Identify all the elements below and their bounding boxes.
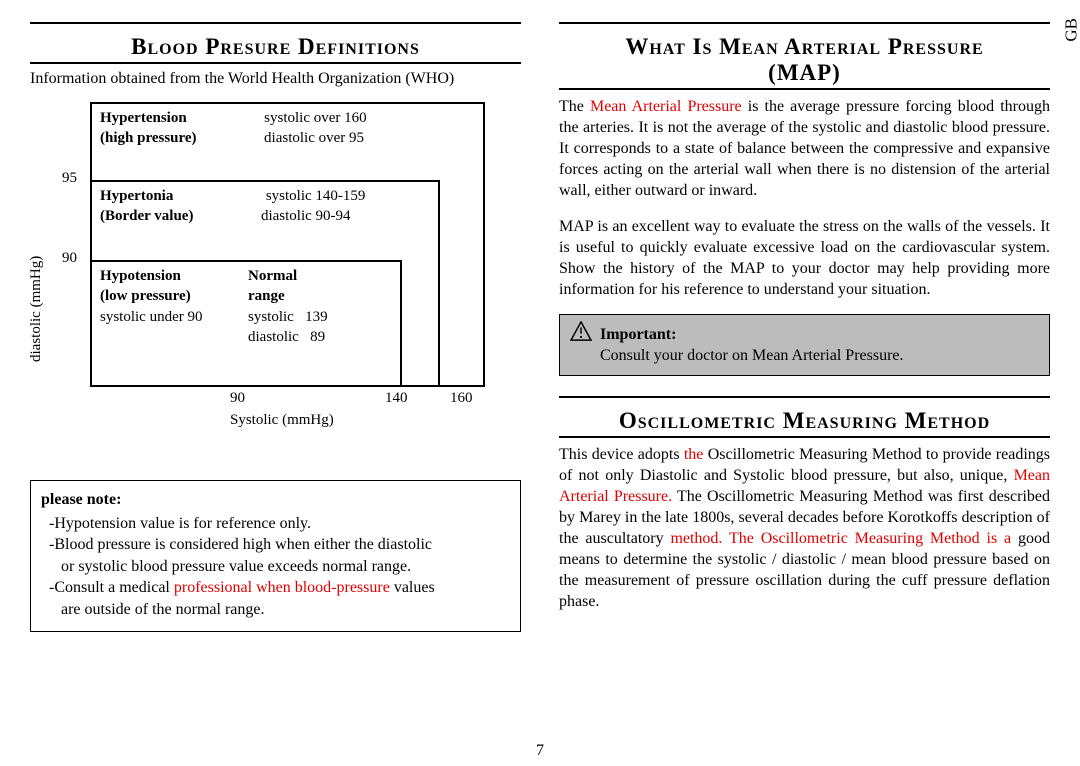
- hyper-v2: diastolic over 95: [264, 130, 364, 146]
- map-para-2: MAP is an excellent way to evaluate the …: [559, 216, 1050, 300]
- hyper-v1: systolic over 160: [264, 110, 367, 126]
- p1a: The: [559, 98, 590, 115]
- two-column-layout: Blood Presure Definitions Information ob…: [30, 20, 1050, 756]
- box-normal: Normal range systolic 139 diastolic 89: [238, 260, 402, 387]
- note-item-3c: are outside of the normal range.: [41, 599, 510, 621]
- important-box: Important: Consult your doctor on Mean A…: [559, 314, 1050, 376]
- border-title2: (Border value): [100, 208, 193, 224]
- chart-area: Hypertension systolic over 160 (high pre…: [90, 102, 485, 387]
- note-item-2b: or systolic blood pressure value exceeds…: [41, 556, 510, 578]
- heading-map-2: (MAP): [559, 60, 1050, 86]
- x-tick-90: 90: [230, 390, 245, 407]
- normal-v2: diastolic 89: [248, 329, 325, 345]
- note-item-3: -Consult a medical professional when blo…: [41, 577, 510, 599]
- left-column: Blood Presure Definitions Information ob…: [30, 20, 521, 756]
- x-tick-140: 140: [385, 390, 408, 407]
- x-tick-160: 160: [450, 390, 473, 407]
- y-axis-label: diastolic (mmHg): [28, 256, 45, 362]
- x-axis-label: Systolic (mmHg): [230, 412, 334, 429]
- important-text: Consult your doctor on Mean Arterial Pre…: [600, 346, 904, 367]
- box-hypotension: Hypotension (low pressure) systolic unde…: [90, 260, 240, 387]
- important-hdr: Important:: [600, 326, 676, 343]
- heading-bp-definitions: Blood Presure Definitions: [30, 34, 521, 60]
- border-v1: systolic 140-159: [266, 188, 366, 204]
- map-para-1: The Mean Arterial Pressure is the averag…: [559, 96, 1050, 202]
- note-3a: -Consult a medical: [49, 579, 174, 596]
- hypo-title1: Hypotension: [100, 268, 181, 284]
- note-title: please note:: [41, 489, 510, 511]
- rule-top: [30, 22, 521, 24]
- y-tick-95: 95: [62, 170, 77, 187]
- hyper-title2: (high pressure): [100, 130, 197, 146]
- page-number: 7: [0, 742, 1080, 760]
- normal-v1: systolic 139: [248, 309, 328, 325]
- note-item-2a: -Blood pressure is considered high when …: [41, 534, 510, 556]
- rule-under-heading: [30, 62, 521, 64]
- note-item-1: -Hypotension value is for reference only…: [41, 513, 510, 535]
- border-v2: diastolic 90-94: [261, 208, 351, 224]
- normal-title1: Normal: [248, 268, 297, 284]
- rule-top-osc: [559, 396, 1050, 398]
- right-column: What Is Mean Arterial Pressure (MAP) The…: [559, 20, 1050, 756]
- hypo-title2: (low pressure): [100, 288, 191, 304]
- border-title1: Hypertonia: [100, 188, 173, 204]
- note-3-red: professional when blood-pressure: [174, 579, 390, 596]
- rule-top-r: [559, 22, 1050, 24]
- osc-para: This device adopts the Oscillometric Mea…: [559, 444, 1050, 613]
- please-note-box: please note: -Hypotension value is for r…: [30, 480, 521, 632]
- rule-under-osc: [559, 436, 1050, 438]
- hypo-v1: systolic under 90: [100, 309, 203, 325]
- p3red3: method. The Oscillometric Measuring Meth…: [670, 530, 1011, 547]
- p1red: Mean Arterial Pressure: [590, 98, 742, 115]
- warning-icon: [570, 321, 592, 341]
- p3red1: the: [684, 446, 704, 463]
- bp-chart: diastolic (mmHg) 95 90 Hypertension syst…: [30, 102, 500, 432]
- source-text: Information obtained from the World Heal…: [30, 70, 521, 88]
- normal-title2: range: [248, 288, 285, 304]
- heading-map-1: What Is Mean Arterial Pressure: [559, 34, 1050, 60]
- language-tag: GB: [1062, 18, 1080, 42]
- hyper-title1: Hypertension: [100, 110, 187, 126]
- note-3b: values: [390, 579, 435, 596]
- heading-oscillometric: Oscillometric Measuring Method: [559, 408, 1050, 434]
- document-page: GB Blood Presure Definitions Information…: [0, 0, 1080, 766]
- rule-under-map: [559, 88, 1050, 90]
- p3a: This device adopts: [559, 446, 684, 463]
- y-tick-90: 90: [62, 250, 77, 267]
